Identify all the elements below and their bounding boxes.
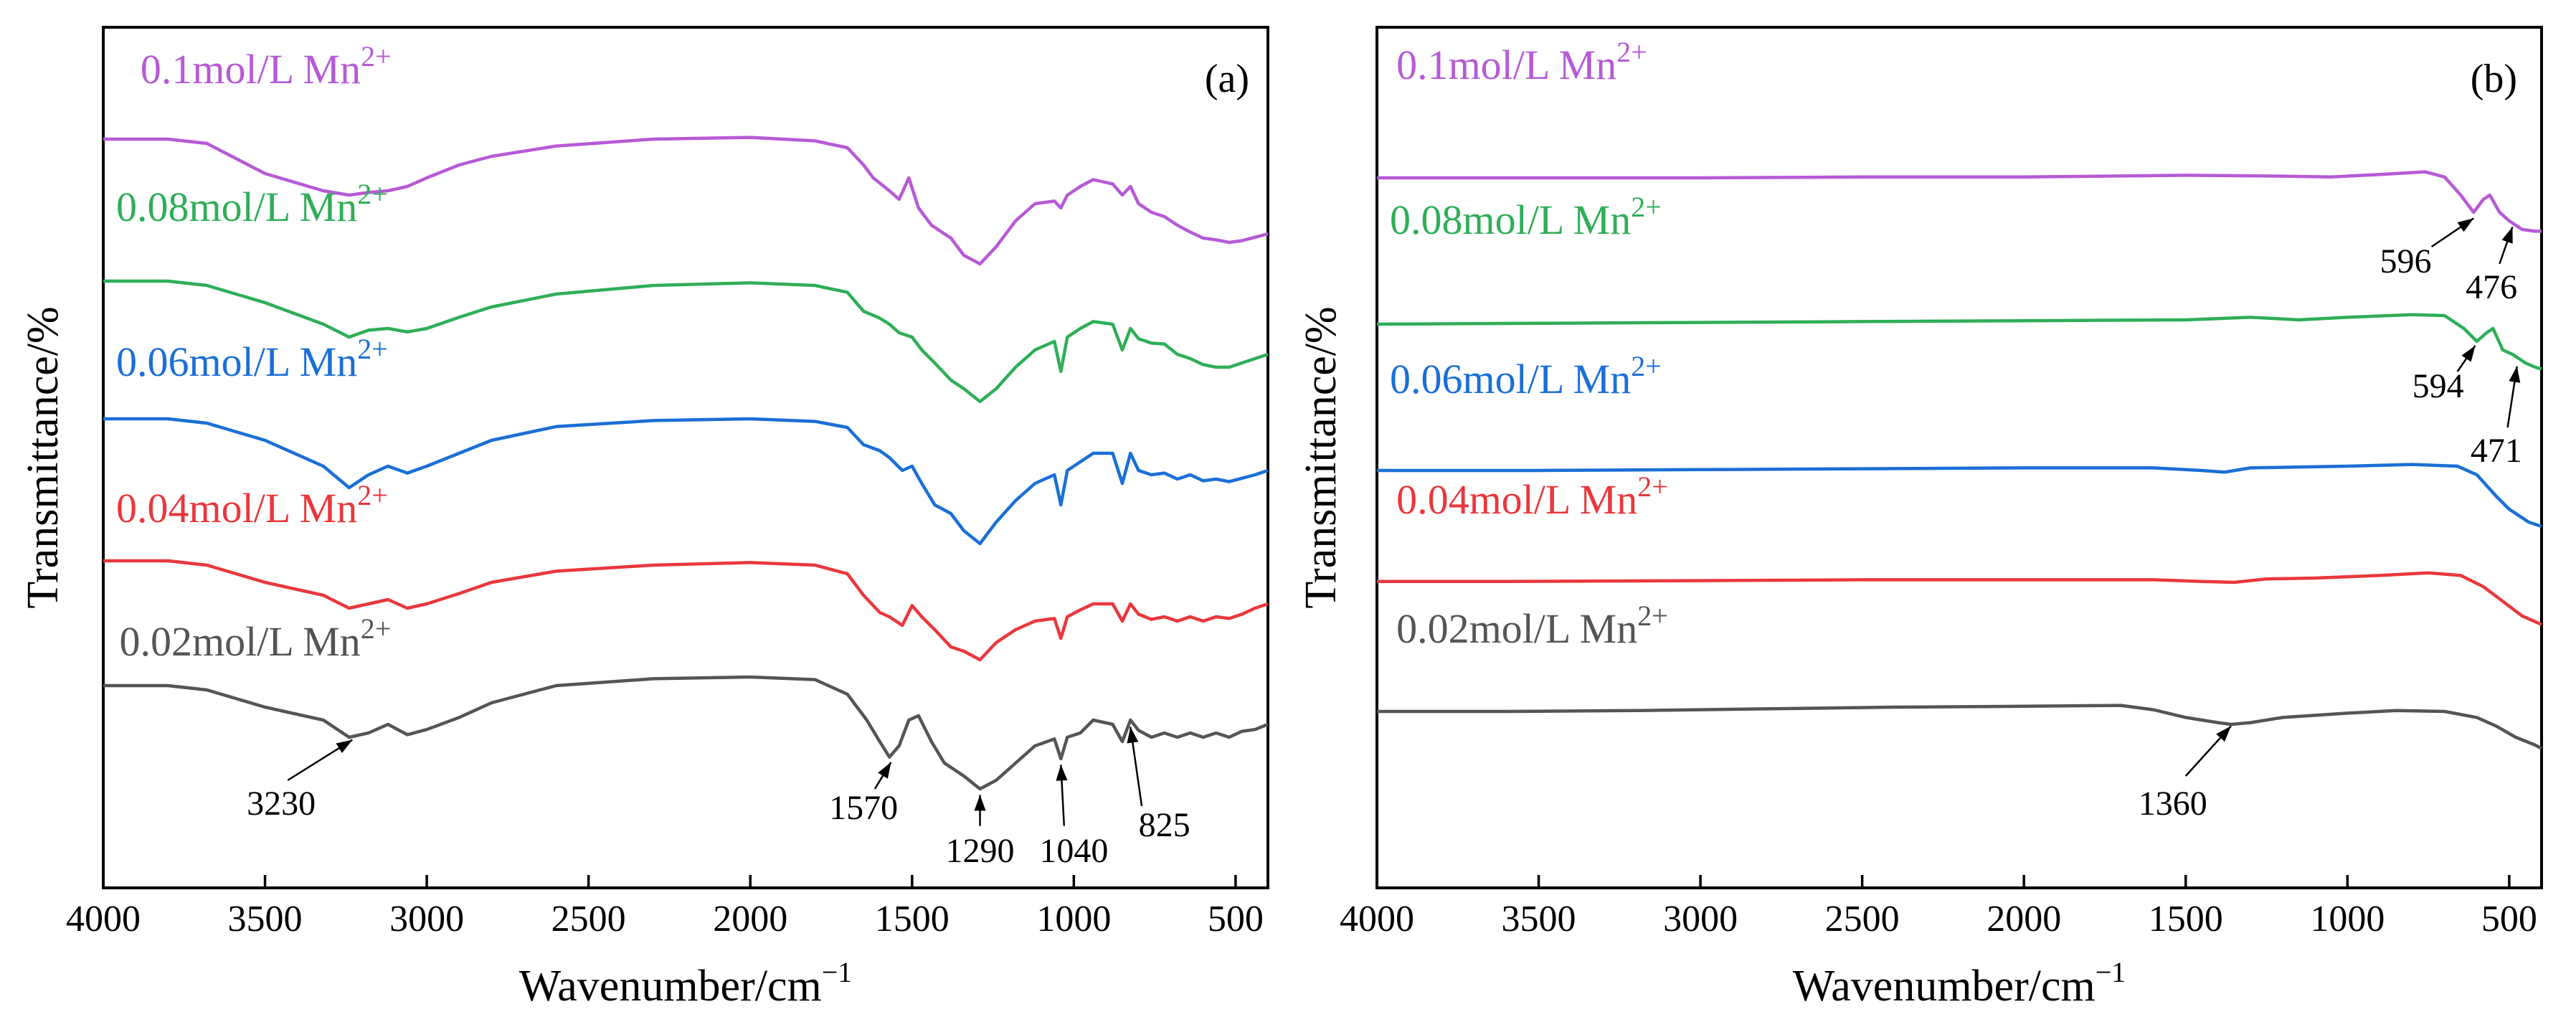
panel-b-x-ticks: 4000 3500 3000 2500 2000 1500 1000 500 (1340, 875, 2537, 940)
panel-a-x-tick-label: 2000 (713, 899, 787, 940)
panel-b-x-tick-label: 4000 (1340, 899, 1414, 940)
panel-a-series-labels: 0.02mol/L Mn2+0.04mol/L Mn2+0.06mol/L Mn… (116, 40, 392, 665)
panel-a-annotation-label-1570: 1570 (829, 789, 898, 827)
panel-b-annotation-label-594: 594 (2412, 367, 2464, 405)
panel-b-annotation-arrowhead-596 (2457, 218, 2474, 232)
panel-b-x-tick-label: 3000 (1663, 899, 1738, 940)
panel-a-series-label-text: 0.04mol/L Mn (116, 485, 357, 531)
panel-b-series-c004 (1377, 571, 2542, 626)
panel-a-annotation-arrowhead-1040 (1056, 765, 1068, 781)
panel-b-series-label-text: 0.04mol/L Mn (1396, 476, 1637, 523)
panel-a-annotation-arrowhead-825 (1127, 727, 1139, 744)
panel-a-tag: (a) (1205, 57, 1249, 101)
panel-b-annotation-arrowhead-594 (2461, 346, 2476, 362)
panel-b-series-label-c004: 0.04mol/L Mn2+ (1396, 470, 1668, 523)
panel-a-series-label-text: 0.08mol/L Mn (116, 184, 357, 230)
panel-b-series-label-sup: 2+ (1637, 470, 1668, 503)
panel-a-chart: 4000 3500 3000 2500 2000 1500 1000 500 0.02mol/… (19, 26, 1269, 1011)
panel-b-x-axis-title: Wavenumber/cm−1 (1793, 956, 2126, 1011)
panel-b-x-tick-label: 2000 (1987, 899, 2061, 940)
panel-b-annotation-label-471: 471 (2471, 432, 2522, 470)
panel-b-series-label-c006: 0.06mol/L Mn2+ (1390, 350, 1662, 402)
panel-a-xlabel-sup: −1 (822, 956, 853, 988)
panel-b-series-label-sup: 2+ (1616, 36, 1647, 68)
panel-b-series-label-sup: 2+ (1637, 600, 1668, 632)
panel-a-y-axis-title: Transmittance/% (19, 306, 67, 608)
panel-b-series-label-text: 0.08mol/L Mn (1390, 197, 1631, 243)
panel-b-series-label-text: 0.06mol/L Mn (1390, 356, 1631, 402)
panel-b-annotation-label-476: 476 (2466, 268, 2517, 306)
panel-a-series-label-sup: 2+ (357, 479, 388, 511)
panel-b-chart: 4000 3500 3000 2500 2000 1500 1000 500 0.02mol/… (1297, 26, 2543, 1011)
panel-a-series-c006 (103, 417, 1269, 546)
panel-b-tag: (b) (2471, 57, 2517, 101)
panel-a-series-label-c01: 0.1mol/L Mn2+ (141, 40, 392, 93)
panel-a-x-tick-label: 1500 (875, 899, 950, 940)
panel-b-x-tick-label: 1000 (2310, 899, 2385, 940)
panel-a-series-label-c008: 0.08mol/L Mn2+ (116, 178, 388, 230)
panel-b-y-axis-title: Transmittance/% (1297, 306, 1345, 608)
panel-a-annotation-arrowhead-1570 (878, 762, 891, 779)
panel-b-xlabel-sup: −1 (2096, 956, 2126, 988)
panel-a-annotation-label-3230: 3230 (247, 785, 316, 823)
panel-b-annotation-arrowhead-1360 (2216, 726, 2231, 742)
panel-b-x-tick-label: 1500 (2149, 899, 2223, 940)
panel-b-annotation-label-1360: 1360 (2139, 785, 2207, 823)
panel-a-annotations: 3230 1570 1290 1040 825 (247, 727, 1190, 870)
panel-a-series-label-c002: 0.02mol/L Mn2+ (120, 612, 392, 665)
panel-b-plot-frame (1375, 26, 2543, 889)
panel-a-series-label-c006: 0.06mol/L Mn2+ (116, 333, 388, 385)
panel-a-x-ticks: 4000 3500 3000 2500 2000 1500 1000 500 (66, 875, 1264, 940)
panel-b-xlabel-main: Wavenumber/cm (1793, 962, 2096, 1011)
panel-b-series-label-text: 0.1mol/L Mn (1396, 42, 1616, 88)
panel-b-series-c002 (1377, 704, 2543, 750)
panel-a-series-c004 (103, 559, 1269, 662)
panel-a-annotation-arrowhead-3230 (336, 739, 353, 754)
panel-a-annotation-arrowhead-1290 (974, 795, 986, 811)
panel-a-series-label-text: 0.06mol/L Mn (116, 339, 357, 385)
panel-a-annotation-label-1290: 1290 (946, 832, 1015, 870)
panel-b-series (1376, 170, 2543, 750)
panel-a-series-label-sup: 2+ (357, 178, 388, 210)
panel-a-x-tick-label: 3500 (228, 899, 303, 940)
panel-b-annotation-label-596: 596 (2380, 242, 2432, 280)
panel-a-x-tick-label: 2500 (551, 899, 626, 940)
panel-a-series-c008 (103, 279, 1269, 404)
panel-a-annotation-label-825: 825 (1139, 806, 1190, 844)
panel-a-series-label-text: 0.02mol/L Mn (120, 618, 361, 665)
panel-a-series-c002 (103, 675, 1269, 791)
panel-a-series-label-sup: 2+ (361, 612, 392, 645)
panel-a-plot-frame (102, 26, 1269, 889)
panel-b-series-label-c002: 0.02mol/L Mn2+ (1396, 600, 1668, 652)
panel-b-series-label-c01: 0.1mol/L Mn2+ (1396, 36, 1647, 88)
panel-b-series-label-sup: 2+ (1631, 191, 1662, 223)
panel-b-series-label-sup: 2+ (1631, 350, 1662, 382)
panel-a-xlabel-main: Wavenumber/cm (519, 962, 822, 1011)
panel-a-series (103, 136, 1269, 791)
panel-b-series-labels: 0.02mol/L Mn2+0.04mol/L Mn2+0.06mol/L Mn… (1390, 36, 1668, 652)
panel-a-x-tick-label: 4000 (66, 899, 141, 940)
panel-a-x-tick-label: 500 (1208, 899, 1264, 940)
panel-b-series-c01 (1377, 170, 2542, 233)
panel-b-x-tick-label: 3500 (1502, 899, 1576, 940)
panel-b-x-tick-label: 2500 (1825, 899, 1900, 940)
panel-b-annotation-arrowhead-476 (2501, 227, 2513, 244)
panel-a-series-label-sup: 2+ (361, 40, 392, 72)
panel-a-series-label-c004: 0.04mol/L Mn2+ (116, 479, 388, 531)
panel-a-series-label-text: 0.1mol/L Mn (141, 46, 361, 93)
panel-a-series-label-sup: 2+ (357, 333, 388, 365)
panel-a-x-tick-label: 3000 (389, 899, 464, 940)
panel-b-series-c006 (1377, 463, 2542, 529)
panel-b-series-c008 (1376, 313, 2542, 371)
panel-b-series-label-c008: 0.08mol/L Mn2+ (1390, 191, 1662, 243)
panel-a-annotation-label-1040: 1040 (1039, 832, 1108, 870)
panel-a-x-axis-title: Wavenumber/cm−1 (519, 956, 853, 1011)
panel-a-x-tick-label: 1000 (1036, 899, 1111, 940)
panel-b-annotation-arrowhead-471 (2509, 366, 2521, 383)
panel-b-series-label-text: 0.02mol/L Mn (1396, 605, 1637, 652)
panel-a-series-c01 (103, 136, 1269, 266)
panel-b-x-tick-label: 500 (2481, 899, 2537, 940)
